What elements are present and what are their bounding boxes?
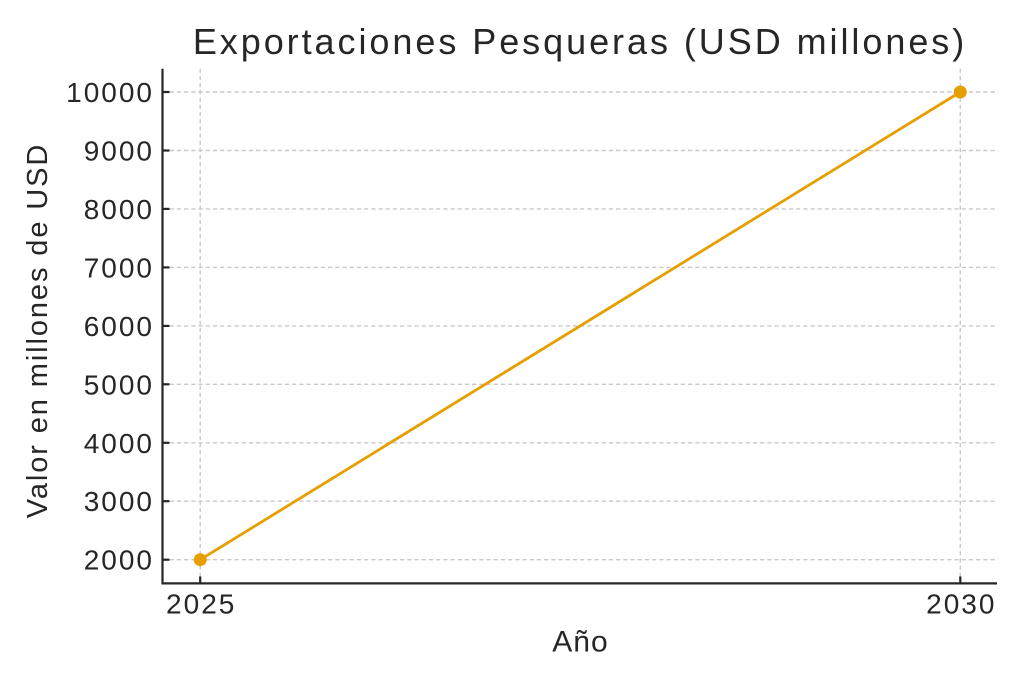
svg-text:2030: 2030 — [926, 588, 996, 619]
svg-text:2025: 2025 — [166, 588, 236, 619]
svg-text:Año: Año — [552, 626, 608, 659]
svg-text:10000: 10000 — [66, 77, 154, 108]
svg-text:4000: 4000 — [84, 428, 154, 459]
svg-text:Exportaciones Pesqueras (USD m: Exportaciones Pesqueras (USD millones) — [193, 21, 967, 62]
svg-text:8000: 8000 — [84, 194, 154, 225]
svg-text:7000: 7000 — [84, 252, 154, 283]
svg-text:2000: 2000 — [84, 545, 154, 576]
svg-text:3000: 3000 — [84, 486, 154, 517]
svg-text:5000: 5000 — [84, 369, 154, 400]
svg-text:Valor en millones de USD: Valor en millones de USD — [22, 143, 54, 519]
svg-text:6000: 6000 — [84, 311, 154, 342]
svg-text:9000: 9000 — [84, 136, 154, 167]
